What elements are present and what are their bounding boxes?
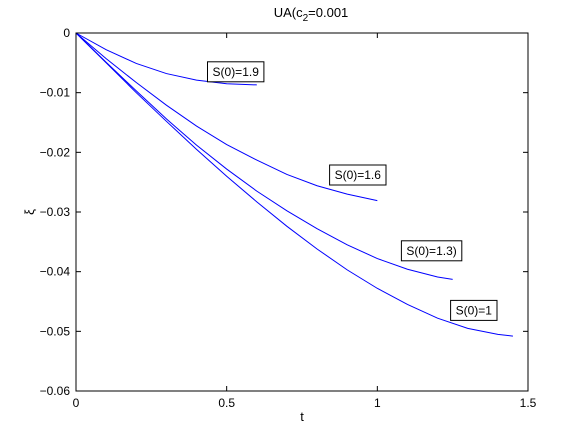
annotation-label: S(0)=1.3): [406, 244, 456, 258]
y-tick-label: −0.04: [40, 265, 71, 279]
x-axis-label: t: [300, 409, 304, 424]
annotation-label: S(0)=1.6: [335, 168, 382, 182]
y-tick-label: −0.01: [40, 86, 71, 100]
annotations-layer: S(0)=1.9 S(0)=1.6 S(0)=1.3) S(0)=1: [207, 61, 498, 321]
annotation-1: S(0)=1.9: [207, 61, 265, 83]
x-tick-label: 1.5: [520, 396, 537, 410]
annotation-label: S(0)=1: [456, 303, 493, 317]
series-line-3: [75, 32, 453, 280]
y-axis-label: ξ: [22, 209, 37, 215]
y-tick-label: −0.03: [40, 205, 71, 219]
x-tick-label: 1: [374, 396, 381, 410]
y-tick-label: −0.05: [40, 324, 71, 338]
series-layer: [75, 32, 513, 337]
y-tick-label: −0.06: [40, 384, 71, 398]
annotation-4: S(0)=1: [450, 299, 498, 321]
series-line-2: [75, 32, 378, 202]
annotation-2: S(0)=1.6: [329, 164, 387, 186]
series-line-4: [75, 32, 513, 337]
ticks-layer: 0 0.5 1 1.5 0 −0.01 −0.02 −0.03 −0.04 −0.05 −0.06: [40, 26, 537, 410]
annotation-box: [207, 61, 265, 83]
annotation-box: [329, 164, 387, 186]
annotation-box: [450, 299, 498, 321]
annotation-3: S(0)=1.3): [400, 240, 463, 262]
x-tick-label: 0: [73, 396, 80, 410]
series-line-1: [75, 32, 257, 86]
annotation-label: S(0)=1.9: [213, 65, 260, 79]
chart-title: UA(c2=0.001: [274, 5, 349, 24]
x-tick-label: 0.5: [218, 396, 235, 410]
y-tick-label: −0.02: [40, 145, 71, 159]
y-tick-label: 0: [63, 26, 70, 40]
annotation-box: [400, 240, 463, 262]
